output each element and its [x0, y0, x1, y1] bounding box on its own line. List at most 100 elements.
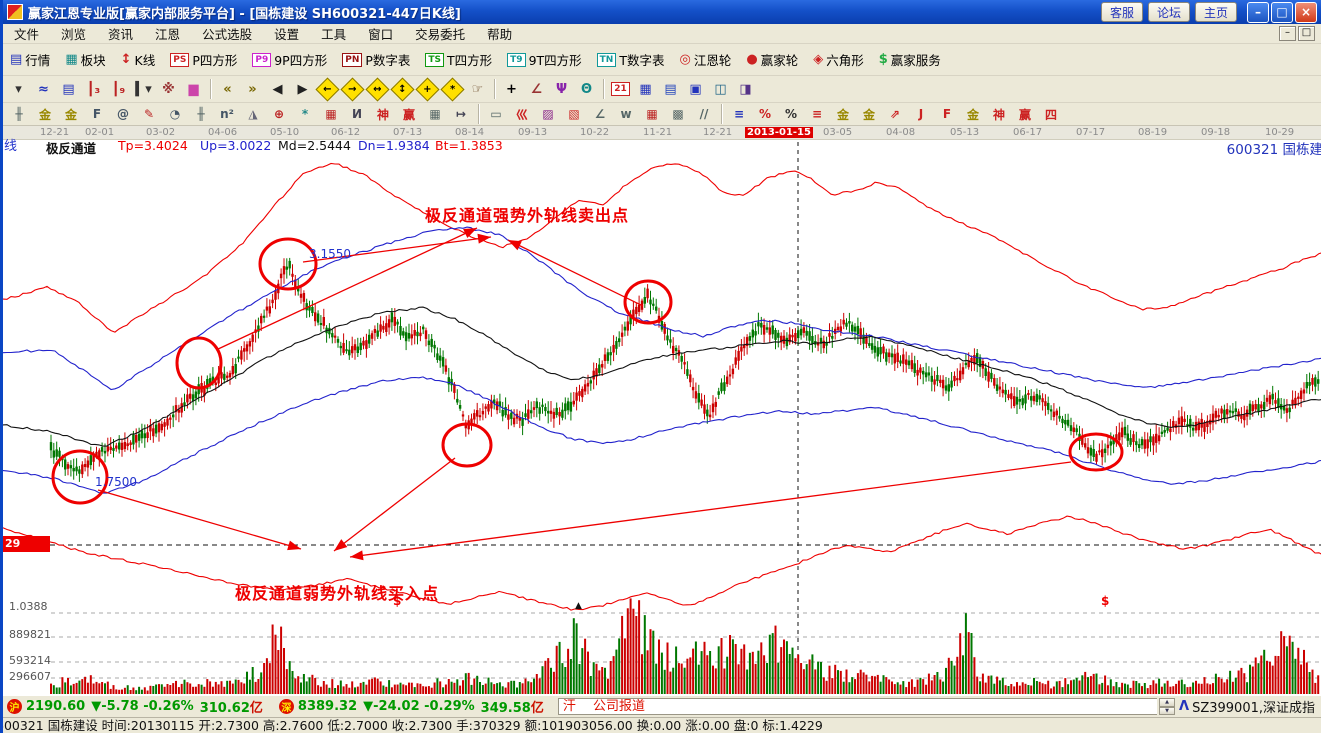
minimize-button[interactable]: –: [1247, 1, 1269, 23]
prev-bar[interactable]: ◀: [272, 81, 283, 97]
close-button[interactable]: ×: [1295, 1, 1317, 23]
mini-chart-3[interactable]: ┃₃: [86, 81, 101, 97]
gold-angle-2[interactable]: 金: [862, 107, 875, 122]
save-tool[interactable]: ▣: [689, 81, 702, 97]
mini-chart-9[interactable]: ┃₉: [111, 81, 126, 97]
shade-tool-1[interactable]: ▨: [542, 107, 554, 121]
mdi-restore-button[interactable]: □: [1298, 26, 1315, 41]
gold-grid-1[interactable]: 金: [38, 107, 51, 122]
toolbar-item-t-number-table[interactable]: TN T数字表: [594, 48, 668, 71]
calculator-tool[interactable]: ▦: [639, 81, 652, 97]
crosshair-tool[interactable]: +: [506, 81, 517, 97]
pan-left[interactable]: ←: [315, 76, 340, 102]
ticker-spinner[interactable]: ▲ ▼: [1159, 698, 1176, 715]
toolbar-item-quotes[interactable]: ▤ 行情: [7, 48, 53, 71]
comb-tool[interactable]: ╫: [15, 107, 23, 121]
menu-item-设置[interactable]: 设置: [274, 27, 300, 42]
pencil-tool[interactable]: ✎: [143, 107, 155, 121]
price-chart-canvas[interactable]: [3, 126, 1321, 695]
toolbar-item-p-square[interactable]: PS P四方形: [167, 48, 240, 71]
mdi-minimize-button[interactable]: –: [1279, 26, 1296, 41]
pattern-tool[interactable]: ※: [162, 81, 175, 97]
print-tool[interactable]: ◨: [739, 81, 752, 97]
slash-tool[interactable]: //: [699, 107, 709, 121]
notepad-tool[interactable]: ▤: [664, 81, 677, 97]
menu-item-窗口[interactable]: 窗口: [368, 27, 394, 42]
toolbar-item-winner-service[interactable]: $ 赢家服务: [876, 48, 944, 71]
grid-tool-2[interactable]: ▦: [646, 107, 658, 121]
zoom-horizontal[interactable]: ↔: [365, 76, 390, 102]
toolbar-item-kline[interactable]: ↕ K线: [118, 48, 159, 71]
f-angle-tool[interactable]: F: [942, 107, 952, 121]
news-ticker[interactable]: 汗 公司报道: [557, 698, 1158, 715]
toolbar-item-p-number-table[interactable]: PN P数字表: [339, 48, 413, 71]
chart-dropdown[interactable]: ▾: [15, 81, 22, 97]
menu-item-交易委托[interactable]: 交易委托: [415, 27, 466, 42]
angle-tool[interactable]: ∠: [530, 81, 543, 97]
data-transfer-tool[interactable]: ◫: [714, 81, 727, 97]
ying-angle-tool[interactable]: 赢: [1018, 107, 1031, 122]
shen-angle-tool[interactable]: 神: [992, 107, 1005, 122]
calendar-tool[interactable]: 21: [608, 78, 633, 100]
percent-tool[interactable]: %: [784, 107, 798, 121]
box-tool[interactable]: ▭: [490, 107, 502, 121]
f-tool[interactable]: F: [92, 107, 102, 121]
toolbar-item-sectors[interactable]: ▦ 板块: [62, 48, 108, 71]
first-bar[interactable]: «: [223, 81, 232, 97]
wave-n-tool[interactable]: И: [351, 107, 363, 121]
toolbar-item-t-square[interactable]: TS T四方形: [422, 48, 495, 71]
ruler-tool[interactable]: ↦: [455, 107, 467, 121]
shade-tool-2[interactable]: ▧: [568, 107, 580, 121]
target-tool[interactable]: ⊕: [273, 107, 285, 121]
zoom-in[interactable]: +: [415, 76, 440, 102]
triangle-tool[interactable]: ◮: [248, 107, 258, 121]
si-angle-tool[interactable]: 四: [1044, 107, 1057, 122]
star-tool[interactable]: *: [301, 107, 309, 121]
menu-item-资讯[interactable]: 资讯: [108, 27, 134, 42]
menu-item-浏览[interactable]: 浏览: [61, 27, 87, 42]
j-angle-tool[interactable]: J: [918, 107, 924, 121]
restore-button[interactable]: □: [1271, 1, 1293, 23]
titlebar-button-论坛[interactable]: 论坛: [1147, 2, 1190, 22]
toolbar-item-9p-square[interactable]: P9 9P四方形: [249, 48, 330, 71]
wave-tool[interactable]: ≈: [38, 81, 49, 97]
chart-area[interactable]: 12-21 02-01 03-02 04-06 05-10 06-12 07-13 08-14…: [3, 126, 1321, 695]
menu-item-公式选股[interactable]: 公式选股: [202, 27, 253, 42]
ray-fan-tool[interactable]: 巛: [515, 107, 528, 122]
grid-tool-3[interactable]: ▩: [672, 107, 684, 121]
gold-grid-2[interactable]: 金: [64, 107, 77, 122]
zoom-vertical[interactable]: ↕: [390, 76, 415, 102]
menu-item-江恩[interactable]: 江恩: [155, 27, 181, 42]
toolbar-item-winner-wheel[interactable]: ● 赢家轮: [743, 48, 801, 71]
gold-angle-1[interactable]: 金: [836, 107, 849, 122]
list-tool[interactable]: ≡: [733, 107, 745, 121]
menu-item-文件[interactable]: 文件: [14, 27, 40, 42]
grid-123-tool[interactable]: ▦: [429, 107, 441, 121]
clock-tool[interactable]: ◔: [169, 107, 181, 121]
last-bar[interactable]: »: [248, 81, 257, 97]
percent-red-tool[interactable]: %: [758, 107, 772, 121]
percent-line-tool[interactable]: ≡: [811, 107, 823, 121]
n-square-tool[interactable]: n²: [220, 107, 234, 121]
gann-purple-tool[interactable]: Ψ: [555, 81, 568, 97]
shen-tool[interactable]: 神: [376, 107, 389, 122]
titlebar-button-主页[interactable]: 主页: [1194, 2, 1237, 22]
toolbar-item-hexagon[interactable]: ◈ 六角形: [810, 48, 867, 71]
brush-angle-tool[interactable]: ⇗: [889, 107, 901, 121]
toolbar-item-9t-square[interactable]: T9 9T四方形: [504, 48, 585, 71]
zoom-all[interactable]: *: [440, 76, 465, 102]
comb-tool-2[interactable]: ╫: [197, 107, 205, 121]
titlebar-button-客服[interactable]: 客服: [1100, 2, 1143, 22]
histogram-tool[interactable]: ▆: [188, 81, 199, 97]
gold-angle-3[interactable]: 金: [966, 107, 979, 122]
toolbar-item-gann-wheel[interactable]: ◎ 江恩轮: [676, 48, 734, 71]
pan-right[interactable]: →: [340, 76, 365, 102]
spiral-tool[interactable]: @: [117, 107, 129, 121]
angle-line-tool[interactable]: ∠: [594, 107, 606, 121]
hand-tool[interactable]: ☞: [471, 81, 484, 97]
candle-style-dropdown[interactable]: ▍▾: [135, 81, 152, 97]
menu-item-工具[interactable]: 工具: [321, 27, 347, 42]
menu-item-帮助[interactable]: 帮助: [487, 27, 513, 42]
clipboard-tool[interactable]: ▤: [62, 81, 75, 97]
gann-teal-tool[interactable]: Θ: [580, 81, 593, 97]
